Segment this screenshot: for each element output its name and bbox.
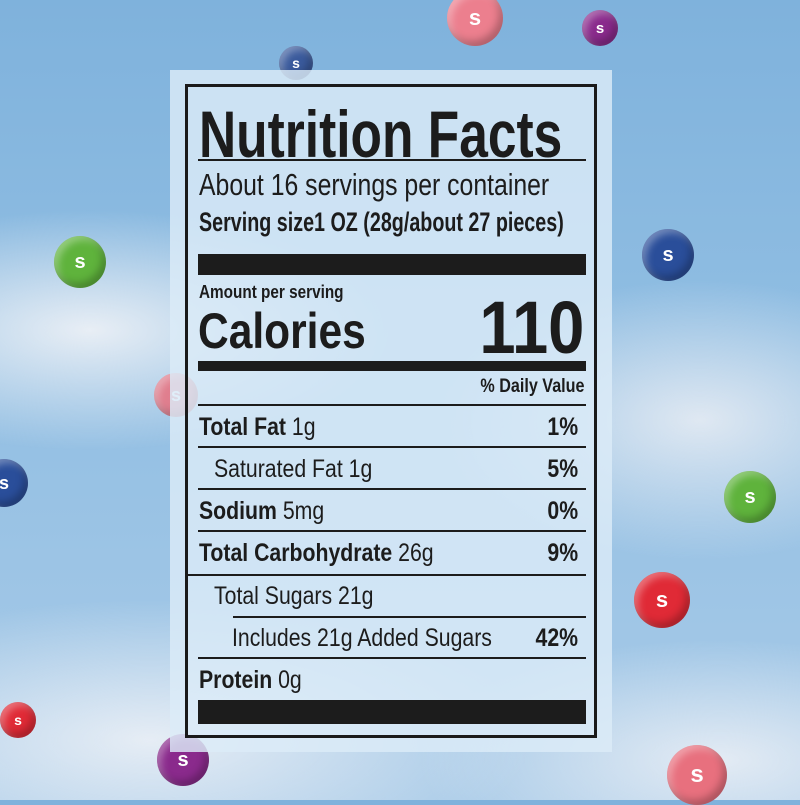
candy-green: s	[724, 471, 776, 523]
calories-value: 110	[478, 286, 584, 369]
candy-blue: s	[0, 459, 28, 507]
nutrient-amount: 5mg	[282, 497, 325, 525]
calories-label: Calories	[198, 303, 366, 359]
row-total-sugars: Total Sugars 21g	[214, 582, 373, 611]
candy-pink: s	[447, 0, 503, 46]
candy-purple: s	[582, 10, 618, 46]
dv-total-carbohydrate: 9%	[547, 539, 578, 567]
servings-per-container: About 16 servings per container	[199, 167, 550, 202]
divider	[198, 530, 586, 532]
row-added-sugars: Includes 21g Added Sugars	[232, 624, 492, 652]
row-sodium: Sodium 5mg	[199, 497, 324, 526]
label-title: Nutrition Facts	[199, 97, 563, 171]
divider	[198, 446, 586, 448]
serving-size: Serving size1 OZ (28g/about 27 pieces)	[199, 207, 564, 237]
dv-total-fat: 1%	[547, 413, 578, 441]
nutrient-name: Sodium	[199, 497, 277, 525]
divider	[188, 574, 586, 576]
divider	[198, 404, 586, 406]
divider	[198, 657, 586, 659]
amount-per-serving: Amount per serving	[199, 282, 344, 302]
row-total-fat: Total Fat 1g	[199, 413, 316, 442]
nutrition-facts-label	[185, 84, 597, 738]
row-protein: Protein 0g	[199, 666, 302, 695]
nutrient-name: Protein	[199, 666, 273, 694]
dv-saturated-fat: 5%	[547, 455, 578, 483]
nutrient-name: Total Fat	[199, 413, 286, 441]
candy-blue: s	[642, 229, 694, 281]
thick-divider	[198, 254, 586, 275]
nutrient-name: Total Carbohydrate	[199, 539, 393, 567]
divider	[198, 159, 586, 161]
nutrient-amount: 0g	[278, 666, 302, 694]
label-backing	[170, 70, 612, 752]
candy-red: s	[0, 702, 36, 738]
nutrient-name: Total Sugars	[214, 582, 333, 610]
dv-added-sugars: 42%	[535, 624, 578, 652]
dv-sodium: 0%	[547, 497, 578, 525]
candy-red: s	[634, 572, 690, 628]
nutrient-name: Saturated Fat	[214, 455, 343, 483]
thick-divider	[198, 700, 586, 724]
nutrient-amount: 21g	[338, 582, 374, 610]
divider	[198, 488, 586, 490]
nutrient-amount: 1g	[348, 455, 373, 483]
divider	[233, 616, 586, 618]
row-total-carbohydrate: Total Carbohydrate 26g	[199, 539, 434, 568]
nutrient-amount: 26g	[398, 539, 434, 567]
candy-green: s	[54, 236, 106, 288]
daily-value-header: % Daily Value	[480, 376, 585, 397]
row-saturated-fat: Saturated Fat 1g	[214, 455, 372, 484]
thick-divider	[198, 361, 586, 371]
nutrient-amount: 1g	[291, 413, 316, 441]
candy-pink: s	[667, 745, 727, 805]
